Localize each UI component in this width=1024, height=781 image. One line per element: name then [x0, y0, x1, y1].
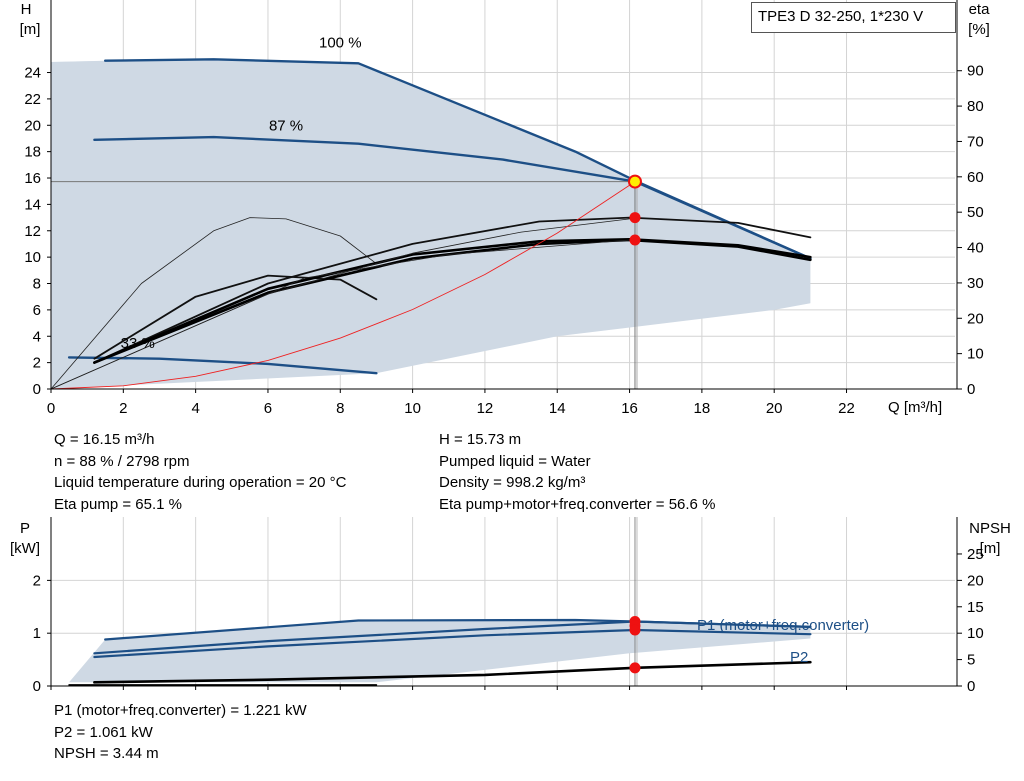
series-line-1 — [93, 135, 812, 260]
x-tick-label: 4 — [191, 400, 199, 417]
y-tick-label-right: 5 — [967, 652, 975, 669]
y-tick-label-left: 0 — [33, 678, 41, 695]
x-tick-label: 10 — [404, 400, 421, 417]
y-tick-label-left: 8 — [33, 276, 41, 293]
y-tick-label-right: 90 — [967, 63, 984, 80]
y-tick-label-left: 12 — [24, 223, 41, 240]
y-tick-label-left: 2 — [33, 572, 41, 589]
series-label-p2: P2 — [790, 649, 808, 666]
y-tick-label-left: 2 — [33, 355, 41, 372]
y-tick-label-right: 10 — [967, 625, 984, 642]
y-tick-label-right: 10 — [967, 346, 984, 363]
series-line-2 — [67, 356, 378, 375]
x-tick-label: 16 — [621, 400, 638, 417]
y-tick-label-right: 20 — [967, 310, 984, 327]
y-axis-label-left-name: H — [21, 1, 32, 18]
operating-point-marker — [627, 174, 642, 189]
y-tick-label-right: 40 — [967, 240, 984, 257]
series-line-2 — [93, 628, 812, 659]
y-tick-label-left: 10 — [24, 249, 41, 266]
y-tick-label-left: 22 — [24, 91, 41, 108]
series-line-4 — [93, 274, 378, 360]
y-axis-label-left-name: P — [20, 520, 30, 537]
x-tick-label: 2 — [119, 400, 127, 417]
y-tick-label-right: 0 — [967, 381, 975, 398]
series-line-1 — [93, 620, 812, 655]
info-flow: Q = 16.15 m³/h — [54, 431, 155, 448]
chart-title: TPE3 D 32-250, 1*230 V — [751, 2, 956, 33]
y-tick-label-left: 24 — [24, 65, 41, 82]
y-tick-label-right: 20 — [967, 572, 984, 589]
y-tick-label-left: 16 — [24, 170, 41, 187]
info-right-block: H = 15.73 m Pumped liquid = Water Densit… — [439, 429, 715, 515]
y-tick-label-right: 60 — [967, 169, 984, 186]
y-tick-label-left: 0 — [33, 381, 41, 398]
info-density: Density = 998.2 kg/m³ — [439, 474, 586, 491]
info-eta-pump: Eta pump = 65.1 % — [54, 495, 182, 513]
info-npsh: NPSH = 3.44 m — [54, 745, 159, 762]
info-bottom-block: P1 (motor+freq.converter) = 1.221 kW P2 … — [54, 700, 307, 765]
power-chart — [47, 517, 962, 690]
y-tick-label-right: 70 — [967, 133, 984, 150]
operating-area — [51, 59, 811, 390]
y-axis-label-right-unit: [%] — [968, 21, 990, 38]
system-curve — [50, 181, 636, 390]
y-tick-label-left: 4 — [33, 328, 41, 345]
x-tick-label: 14 — [549, 400, 566, 417]
info-pumped-liquid: Pumped liquid = Water — [439, 452, 591, 470]
y-tick-label-left: 1 — [33, 625, 41, 642]
y-axis-label-right-unit: [m] — [980, 540, 1001, 557]
y-axis-label-right-name: NPSH — [969, 520, 1011, 537]
series-line-3 — [93, 660, 812, 684]
y-tick-label-left: 14 — [24, 196, 41, 213]
series-line-9 — [50, 239, 630, 390]
marker-npsh-0 — [629, 662, 641, 674]
x-tick-label: 8 — [336, 400, 344, 417]
y-tick-label-left: 6 — [33, 302, 41, 319]
y-tick-label-right: 80 — [967, 98, 984, 115]
x-tick-label: 6 — [264, 400, 272, 417]
x-tick-label: 18 — [694, 400, 711, 417]
y-tick-label-left: 20 — [24, 117, 41, 134]
y-axis-label-right-name: eta — [969, 1, 991, 18]
info-head: H = 15.73 m — [439, 431, 522, 448]
operating-area — [69, 620, 811, 683]
info-eta-total: Eta pump+motor+freq.converter = 56.6 % — [439, 495, 716, 513]
y-axis-label-left-unit: [kW] — [10, 540, 40, 557]
marker-point-1 — [629, 234, 641, 246]
x-tick-label: 22 — [838, 400, 855, 417]
y-axis-label-left-unit: [m] — [20, 21, 41, 38]
head-chart — [47, 0, 962, 393]
series-line-5 — [93, 216, 812, 364]
series-label-1: 87 % — [269, 118, 303, 135]
x-tick-label: 12 — [477, 400, 494, 417]
series-label-p1: P1 (motor+freq.converter) — [697, 617, 869, 634]
marker-point-0 — [629, 212, 641, 224]
series-label-0: 100 % — [319, 34, 362, 51]
y-tick-label-right: 0 — [967, 678, 975, 695]
y-tick-label-right: 25 — [967, 546, 984, 563]
info-liquid-temperature: Liquid temperature during operation = 20… — [54, 474, 347, 491]
y-tick-label-right: 50 — [967, 204, 984, 221]
marker-point-2 — [629, 624, 641, 636]
x-axis-label: Q [m³/h] — [888, 399, 942, 416]
info-speed: n = 88 % / 2798 rpm — [54, 452, 190, 470]
x-tick-label: 0 — [47, 400, 55, 417]
info-p1: P1 (motor+freq.converter) = 1.221 kW — [54, 702, 307, 719]
y-tick-label-left: 18 — [24, 144, 41, 161]
info-p2: P2 = 1.061 kW — [54, 723, 153, 741]
series-label-2: 33 % — [121, 335, 155, 352]
series-line-3 — [50, 217, 377, 390]
x-tick-label: 20 — [766, 400, 783, 417]
y-tick-label-right: 30 — [967, 275, 984, 292]
info-left-block: Q = 16.15 m³/h n = 88 % / 2798 rpm Liqui… — [54, 429, 346, 515]
y-tick-label-right: 15 — [967, 599, 984, 616]
